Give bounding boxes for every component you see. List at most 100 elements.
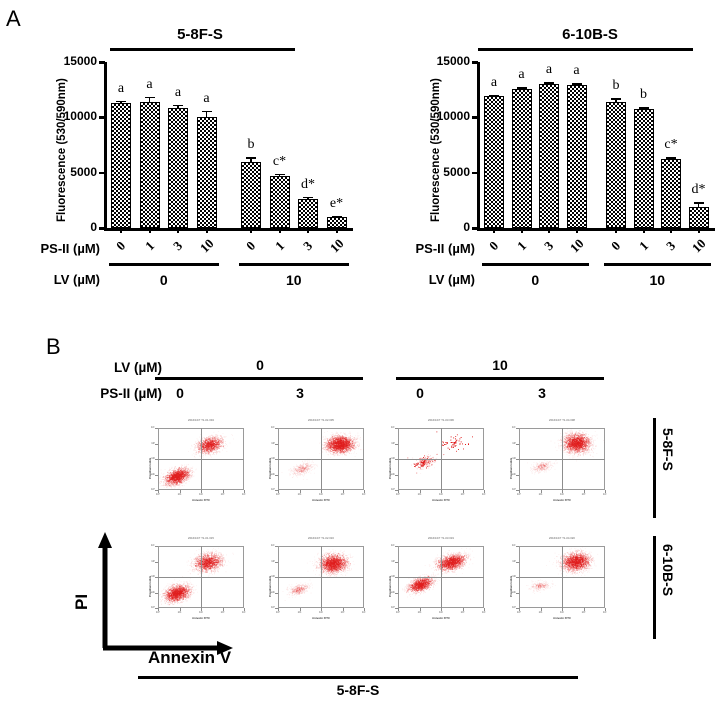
quadrant-horizontal-line (398, 459, 484, 460)
flow-y-tick-label: 10² (151, 575, 155, 578)
x-axis-line (477, 228, 715, 231)
flow-x-tick-label: 10² (319, 611, 323, 614)
panel-b-lv-group-1: 10 (492, 357, 508, 373)
significance-label: a (174, 84, 182, 100)
x-axis-category-label: 3 (300, 238, 316, 254)
x-axis-tick (120, 228, 122, 233)
flow-x-axis-label: Annexin FITC (311, 498, 331, 502)
error-bar (148, 96, 151, 103)
x-axis-category-label: 10 (196, 235, 217, 256)
y-axis-tick (472, 61, 478, 64)
quadrant-horizontal-line (519, 577, 605, 578)
flow-x-tick-label: 10⁰ (517, 611, 521, 614)
flow-plot-header: 2016/10/7 T1-03.006 (428, 419, 454, 422)
flow-plot[interactable]: 2016/10/7 T1-04.020 10⁰ 10¹ 10² 10³ 10⁴ 10⁴ 10³… (503, 536, 615, 624)
flow-plot[interactable]: 2016/10/7 T1-02.016 10⁰ 10¹ 10² 10³ 10⁴ 10⁴ 10³… (262, 536, 374, 624)
flow-y-tickmark (275, 428, 278, 429)
error-bar-cap (489, 94, 499, 97)
lv-group-rule (109, 263, 219, 266)
flow-y-tick-label: 10⁰ (391, 606, 395, 609)
x-axis-category-label: 1 (513, 238, 529, 254)
y-axis-tick (99, 227, 105, 230)
flow-x-tick-label: 10¹ (417, 611, 422, 614)
flow-plot[interactable]: 2016/10/7 T1-01.004 10⁰ 10¹ 10² 10³ 10⁴ 10⁴ 10³… (142, 418, 254, 506)
flow-y-tickmark (155, 474, 158, 476)
x-axis-tick (520, 228, 523, 233)
flow-x-tickmark (419, 608, 421, 611)
quadrant-horizontal-line (158, 459, 244, 460)
flow-y-tickmark (516, 546, 519, 547)
lv-group-rule (239, 263, 349, 266)
y-axis-tick-label: 5000 (70, 164, 97, 179)
flow-y-tick-label: 10³ (512, 441, 516, 445)
significance-label: a (146, 76, 153, 92)
flow-y-tickmark (155, 608, 158, 609)
flow-y-tick-label: 10⁰ (271, 488, 275, 491)
flow-y-tick-label: 10² (151, 457, 155, 460)
flow-y-tick-label: 10³ (512, 559, 516, 563)
x-axis-line (104, 228, 353, 231)
flow-x-tick-label: 10¹ (297, 493, 302, 496)
x-axis-category-label: 1 (271, 238, 287, 254)
panel-b-psii-row-label: PS-II (µM) (100, 386, 162, 401)
y-axis-tick (472, 227, 478, 230)
chart-5-8f-s: 5-8F-S Fluorescence (530/590nm) 0 5000 10000… (0, 0, 360, 300)
x-axis-tick (148, 228, 151, 233)
flow-y-tickmark (516, 443, 519, 445)
x-axis-tick (278, 228, 281, 233)
x-axis-tick (697, 228, 700, 233)
flow-x-axis-label: Annexin FITC (552, 616, 572, 620)
x-axis-category-label: 1 (635, 238, 651, 254)
flow-x-tick-label: 10⁴ (603, 611, 607, 614)
flow-plot[interactable]: 2016/10/7 T1-02.005 10⁰ 10¹ 10² 10³ 10⁴ 10⁴ 10³… (262, 418, 374, 506)
flow-y-axis-label: Propidium Iodide (149, 457, 152, 479)
y-axis-tick (99, 61, 105, 64)
lv-group-value-0: 0 (159, 272, 168, 288)
x-axis-tick (575, 228, 578, 233)
bar (326, 217, 347, 228)
flow-x-tick-label: 10³ (340, 493, 345, 496)
x-axis-tick (205, 228, 208, 233)
flow-x-tick-label: 10⁰ (276, 493, 280, 496)
flow-plot[interactable]: 2016/10/7 T1-04.008 10⁰ 10¹ 10² 10³ 10⁴ 10⁴ 10³… (503, 418, 615, 506)
flow-plot[interactable]: 2016/10/7 T1-03.006 10⁰ 10¹ 10² 10³ 10⁴ 10⁴ 10³… (382, 418, 494, 506)
flow-y-axis-label: Propidium Iodide (389, 575, 392, 597)
quadrant-horizontal-line (158, 577, 244, 578)
flow-y-tick-label: 10⁴ (151, 544, 155, 547)
flow-y-tickmark (395, 443, 398, 445)
panel-b-lv-rule-0 (155, 377, 363, 380)
panel-b-axes-arrows (98, 532, 233, 655)
panel-a-letter: A (6, 6, 21, 31)
flow-x-tickmark (321, 608, 322, 611)
flow-x-tickmark (484, 490, 485, 493)
flow-y-tickmark (395, 490, 398, 491)
x-axis-category-label: 0 (243, 238, 259, 254)
significance-label: a (490, 74, 498, 90)
flow-y-tick-label: 10⁴ (271, 544, 275, 547)
bar (539, 83, 559, 228)
flow-plot-header: 2016/10/7 T1-01.015 (188, 537, 214, 540)
y-axis-tick (472, 116, 478, 119)
bar (484, 96, 504, 228)
error-bar-cap (571, 83, 582, 85)
flow-x-tick-label: 10⁰ (156, 611, 160, 614)
flow-plot[interactable]: 2016/10/7 T1-03.019 10⁰ 10¹ 10² 10³ 10⁴ 10⁴ 10³… (382, 536, 494, 624)
flow-y-tick-label: 10⁰ (271, 606, 275, 609)
flow-plot[interactable]: 2016/10/7 T1-01.015 10⁰ 10¹ 10² 10³ 10⁴ 10⁴ 10³… (142, 536, 254, 624)
x-axis-category-label: 10 (326, 235, 347, 256)
flow-x-tick-label: 10¹ (417, 493, 422, 496)
side-label-5-8f-s: 5-8F-S (660, 428, 676, 471)
lv-group-rule (482, 263, 589, 266)
flow-y-tickmark (395, 608, 398, 609)
flow-y-tick-label: 10¹ (512, 472, 516, 476)
y-axis-line (477, 62, 480, 230)
flow-y-tickmark (516, 459, 519, 460)
flow-x-tick-label: 10³ (220, 611, 225, 614)
flow-x-tickmark (484, 608, 485, 611)
flow-y-tick-label: 10⁴ (391, 544, 395, 547)
x-axis-category-label: 10 (566, 235, 587, 256)
flow-plot-header: 2016/10/7 T1-04.020 (549, 537, 575, 540)
x-axis-category-label: 1 (141, 238, 157, 254)
flow-y-tickmark (516, 608, 519, 609)
panel-b-bottom-label: 5-8F-S (336, 682, 380, 698)
